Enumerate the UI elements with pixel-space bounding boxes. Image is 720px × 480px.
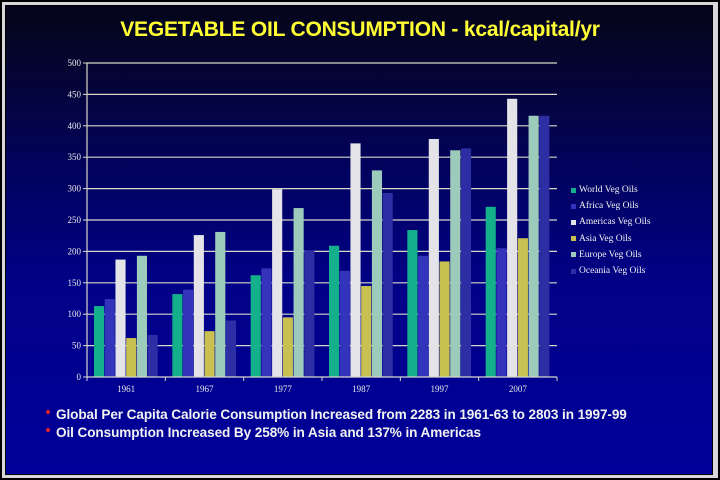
bar — [418, 255, 429, 377]
x-tick-label: 1977 — [274, 384, 293, 394]
legend-item: Oceania Veg Oils — [571, 263, 651, 279]
y-axis: 0 50 100 150 200 250 300 350 400 450 500 — [68, 58, 88, 382]
y-tick-label: 200 — [68, 246, 82, 256]
bar — [439, 261, 450, 377]
bar — [272, 189, 283, 377]
bar — [517, 238, 528, 377]
y-tick-label: 150 — [68, 278, 82, 288]
bar-series — [94, 98, 550, 378]
bar — [104, 299, 115, 377]
y-tick-label: 500 — [68, 58, 82, 68]
bullet-dot-icon — [46, 410, 50, 414]
legend-swatch-icon — [571, 236, 576, 242]
legend-swatch-icon — [571, 203, 576, 209]
bar — [407, 230, 418, 377]
bar — [115, 259, 126, 377]
legend-swatch-icon — [571, 187, 576, 193]
legend-swatch-icon — [571, 268, 576, 274]
y-tick-label: 300 — [68, 184, 82, 194]
bar — [261, 268, 272, 377]
legend-label: Africa Veg Oils — [579, 201, 639, 212]
y-tick-label: 400 — [68, 121, 82, 131]
bar — [485, 206, 496, 377]
bar — [94, 306, 105, 377]
bar — [450, 150, 461, 377]
y-tick-label: 250 — [68, 215, 82, 225]
x-tick-label: 1961 — [117, 384, 135, 394]
bar — [204, 331, 215, 377]
legend-label: Europe Veg Oils — [579, 249, 642, 260]
bar — [193, 235, 204, 377]
x-tick-label: 1987 — [352, 384, 371, 394]
legend-swatch-icon — [571, 252, 576, 258]
legend-item: World Veg Oils — [571, 182, 651, 198]
x-tick-label: 1997 — [431, 384, 450, 394]
bar — [126, 338, 137, 377]
bullet-text: Oil Consumption Increased By 258% in Asi… — [56, 424, 481, 440]
bar — [428, 138, 439, 377]
y-tick-label: 100 — [68, 309, 82, 319]
legend-label: World Veg Oils — [579, 185, 638, 196]
legend-label: Oceania Veg Oils — [579, 266, 646, 277]
legend-swatch-icon — [571, 219, 576, 225]
bullet-text: Global Per Capita Calorie Consumption In… — [56, 406, 627, 422]
legend-item: Americas Veg Oils — [571, 214, 651, 230]
chart-legend: World Veg Oils Africa Veg Oils Americas Ve… — [571, 182, 651, 279]
bar — [382, 192, 393, 377]
y-tick-label: 350 — [68, 152, 82, 162]
bar — [250, 275, 261, 377]
bar — [460, 148, 472, 377]
legend-label: Americas Veg Oils — [579, 217, 651, 228]
x-axis: 1961 1967 1977 1987 1997 2007 — [86, 376, 558, 394]
bar — [304, 250, 315, 377]
bar — [339, 270, 350, 377]
bar — [496, 248, 507, 377]
bar — [371, 170, 383, 377]
bar — [329, 245, 340, 377]
bar — [147, 334, 158, 377]
bullet-item: Oil Consumption Increased By 258% in Asi… — [46, 423, 627, 441]
x-tick-label: 1967 — [196, 384, 215, 394]
bar — [507, 98, 518, 378]
bar — [215, 231, 226, 377]
legend-item: Asia Veg Oils — [571, 231, 651, 247]
bar — [282, 317, 293, 377]
x-tick-label: 2007 — [509, 384, 528, 394]
bullet-list: Global Per Capita Calorie Consumption In… — [46, 405, 627, 441]
gridlines — [87, 62, 557, 347]
legend-item: Europe Veg Oils — [571, 247, 651, 263]
bar — [172, 294, 183, 377]
bullet-dot-icon — [46, 428, 50, 432]
y-tick-label: 50 — [72, 341, 82, 351]
bullet-item: Global Per Capita Calorie Consumption In… — [46, 405, 627, 423]
bar — [293, 208, 304, 377]
bar — [361, 285, 372, 377]
bar — [528, 115, 539, 377]
bar — [136, 255, 148, 377]
bar — [539, 115, 550, 377]
legend-label: Asia Veg Oils — [579, 233, 632, 244]
y-tick-label: 450 — [68, 89, 82, 99]
slide-title: VEGETABLE OIL CONSUMPTION - kcal/capital… — [120, 18, 600, 41]
bar — [350, 143, 361, 377]
bar — [183, 289, 194, 377]
bar — [225, 320, 237, 377]
legend-item: Africa Veg Oils — [571, 198, 651, 214]
y-tick-label: 0 — [77, 372, 82, 382]
